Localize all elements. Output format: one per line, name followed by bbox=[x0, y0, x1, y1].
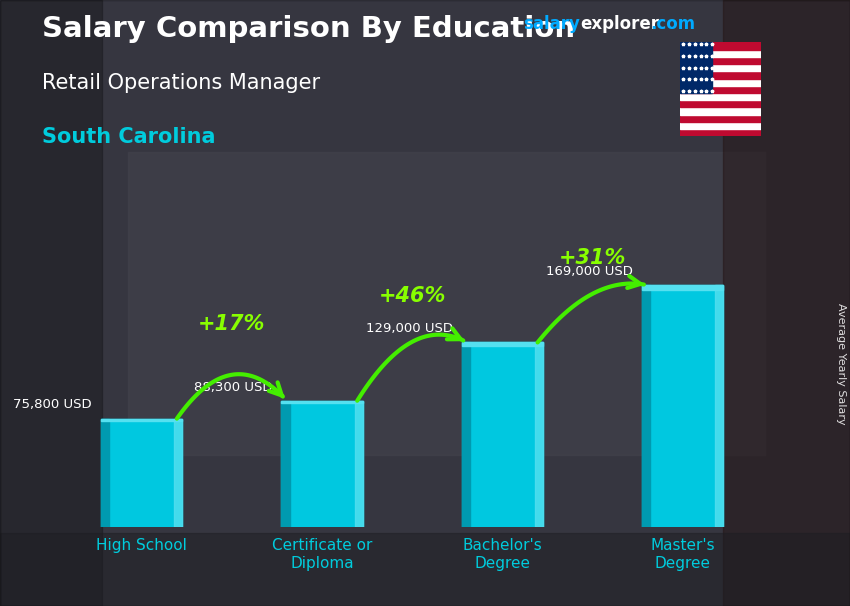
Bar bbox=[680, 107, 761, 115]
Bar bbox=[0, 0, 102, 606]
Bar bbox=[680, 86, 761, 93]
Bar bbox=[101, 419, 110, 527]
Bar bbox=[715, 285, 723, 527]
Bar bbox=[680, 42, 761, 50]
Text: +17%: +17% bbox=[198, 314, 265, 334]
Text: Average Yearly Salary: Average Yearly Salary bbox=[836, 303, 846, 424]
Text: explorer: explorer bbox=[581, 15, 660, 33]
Bar bbox=[462, 342, 543, 346]
Text: 169,000 USD: 169,000 USD bbox=[547, 265, 633, 278]
Text: +31%: +31% bbox=[559, 248, 626, 268]
Bar bbox=[535, 342, 543, 527]
Text: South Carolina: South Carolina bbox=[42, 127, 216, 147]
Text: salary: salary bbox=[523, 15, 580, 33]
Text: .com: .com bbox=[650, 15, 695, 33]
Text: Salary Comparison By Education: Salary Comparison By Education bbox=[42, 15, 575, 43]
Bar bbox=[680, 57, 761, 64]
Bar bbox=[680, 129, 761, 136]
Bar bbox=[643, 285, 723, 290]
Bar bbox=[680, 115, 761, 122]
Bar bbox=[680, 64, 761, 72]
Bar bbox=[680, 100, 761, 107]
Bar bbox=[101, 419, 182, 527]
Bar bbox=[680, 93, 761, 100]
Bar bbox=[680, 72, 761, 79]
Text: 88,300 USD: 88,300 USD bbox=[194, 381, 273, 393]
Bar bbox=[281, 401, 363, 403]
Text: +46%: +46% bbox=[378, 286, 446, 306]
Bar bbox=[462, 342, 470, 527]
Bar bbox=[680, 79, 761, 86]
Bar bbox=[174, 419, 182, 527]
Text: 129,000 USD: 129,000 USD bbox=[366, 322, 453, 335]
Bar bbox=[354, 401, 363, 527]
Text: 75,800 USD: 75,800 USD bbox=[14, 399, 92, 411]
Bar bbox=[0, 533, 850, 606]
Bar bbox=[101, 419, 182, 421]
Bar bbox=[128, 152, 765, 454]
Bar bbox=[281, 401, 363, 527]
Bar bbox=[680, 122, 761, 129]
Bar bbox=[462, 342, 543, 527]
Bar bbox=[680, 42, 712, 93]
Bar bbox=[281, 401, 290, 527]
Bar bbox=[643, 285, 650, 527]
Text: Retail Operations Manager: Retail Operations Manager bbox=[42, 73, 320, 93]
Bar bbox=[722, 0, 850, 606]
Bar bbox=[643, 285, 723, 527]
Bar bbox=[680, 50, 761, 57]
